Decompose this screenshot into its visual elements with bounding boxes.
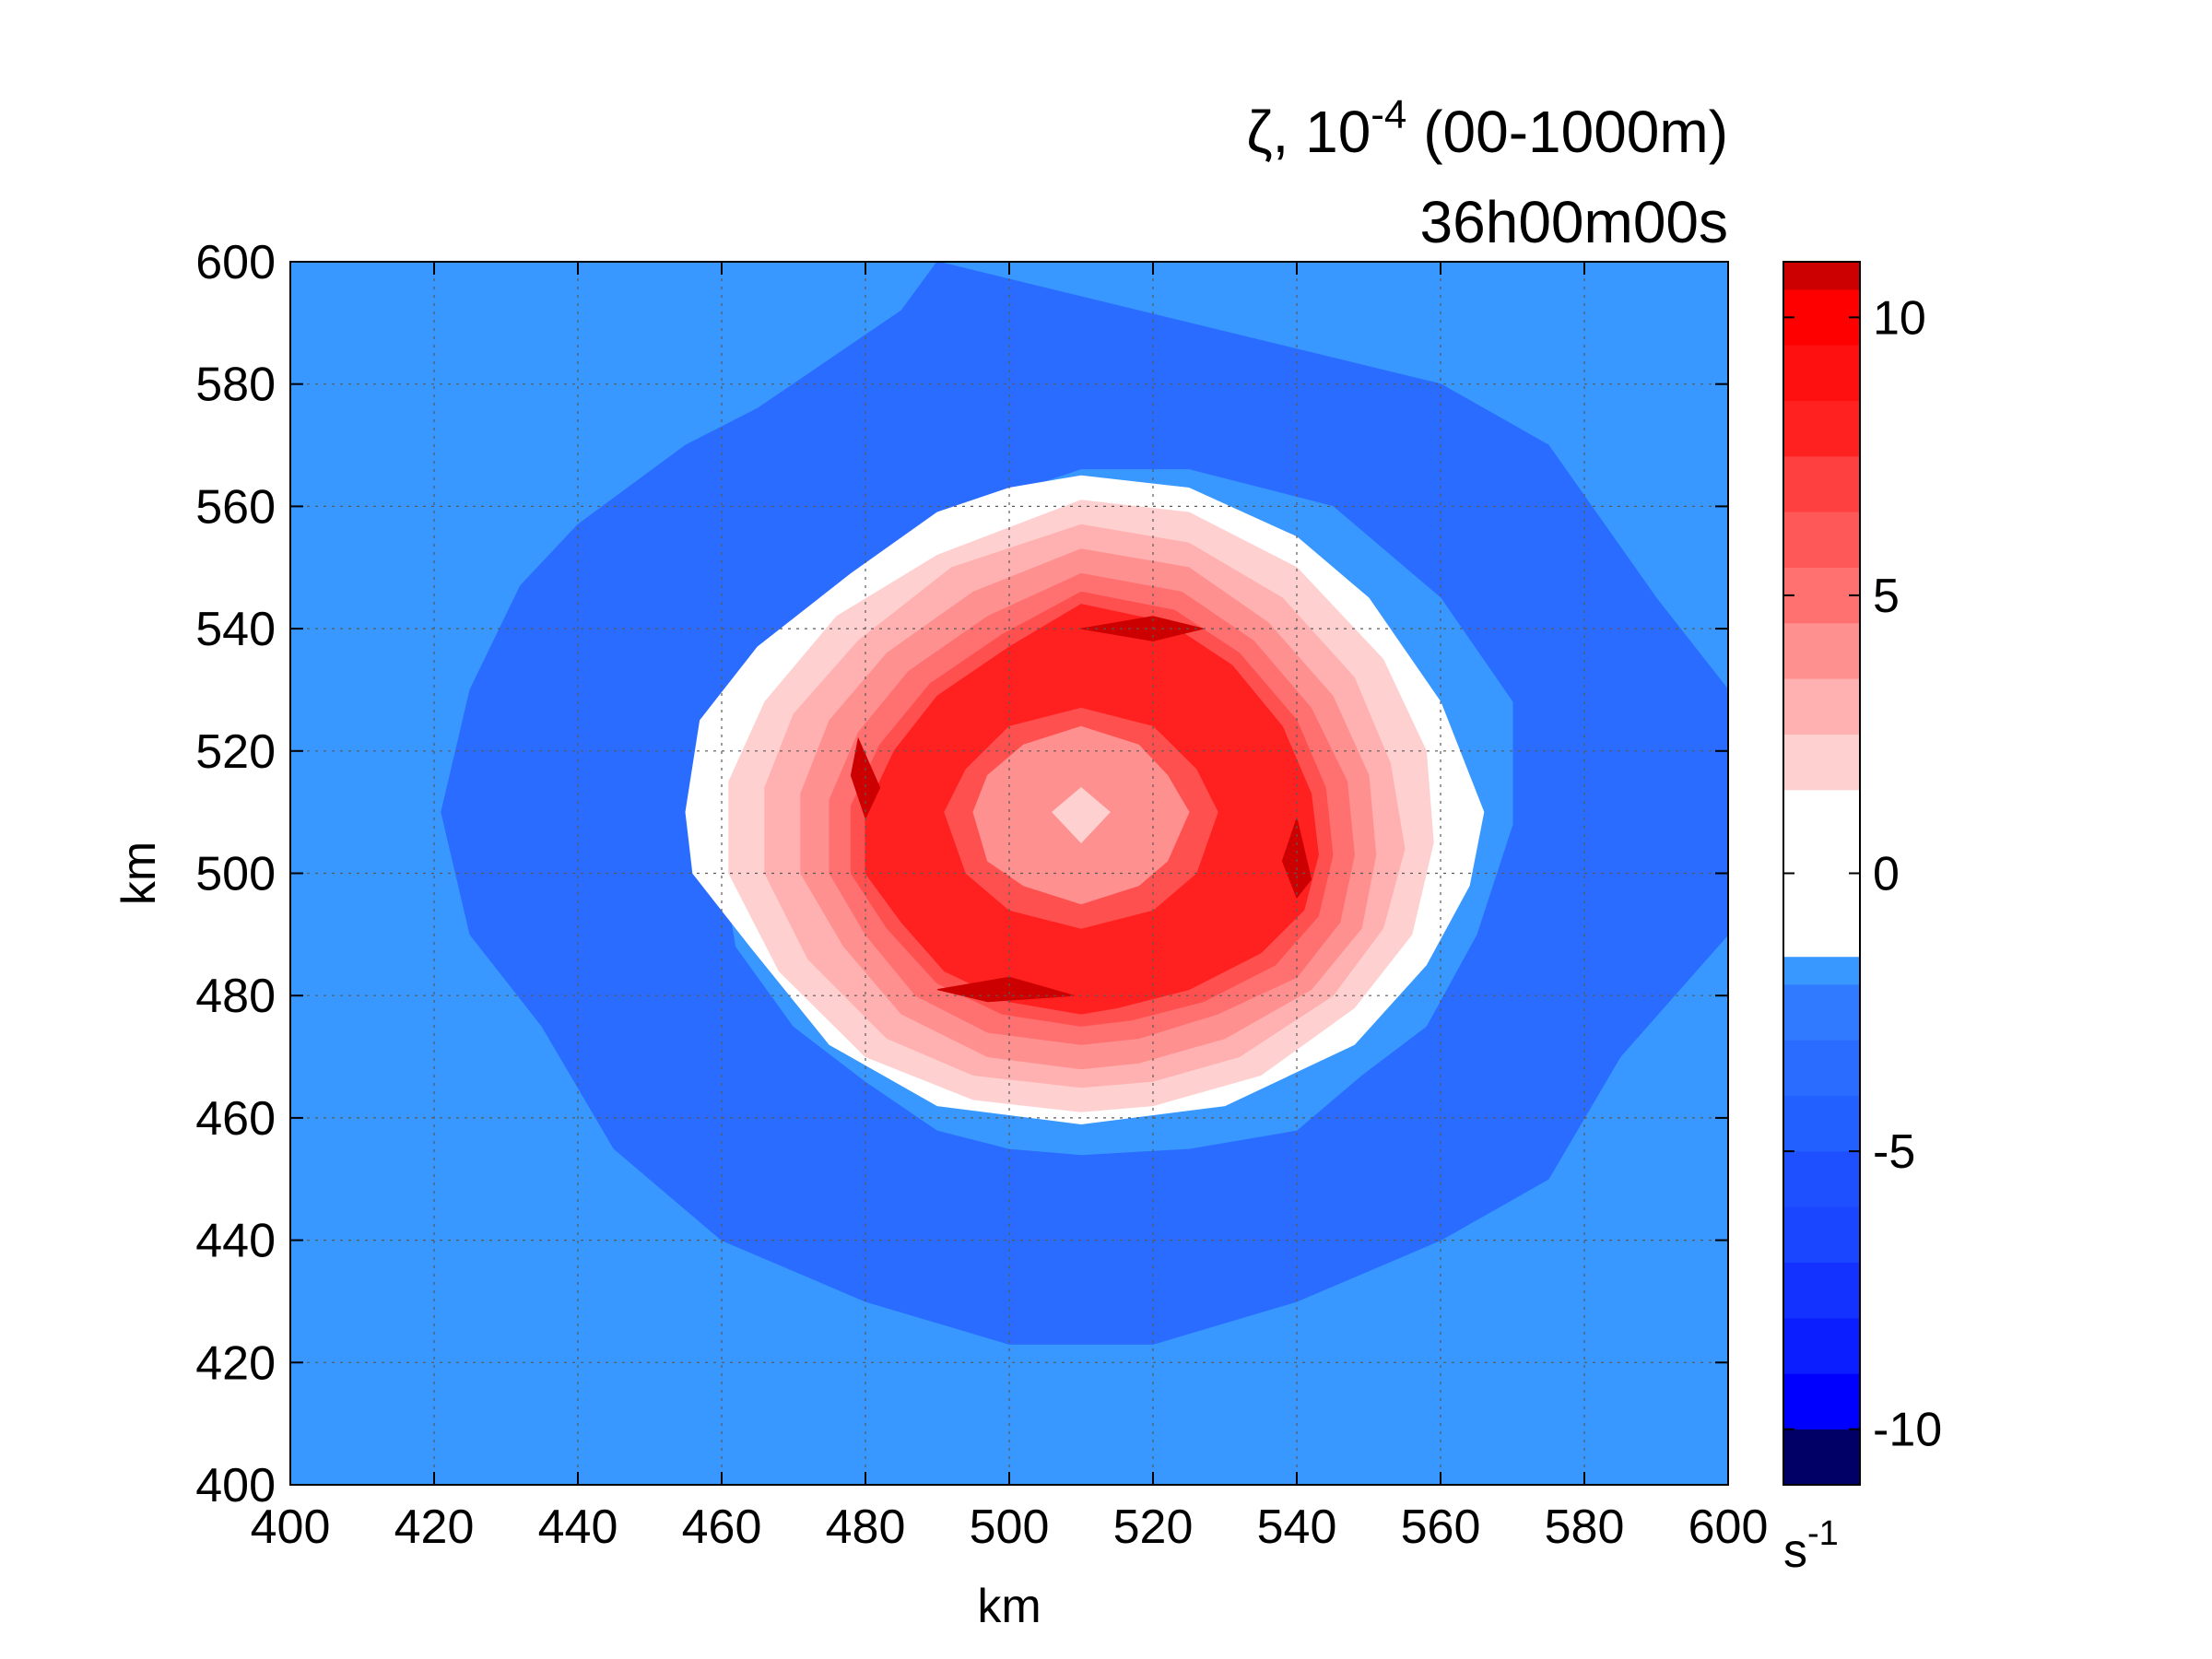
colorbar-bin <box>1783 512 1861 569</box>
colorbar-bin <box>1783 1040 1861 1097</box>
plot-area: 400 420 440 460 480 500 520 540 560 580 600 400 420… <box>195 236 1768 1554</box>
y-tick-labels: 400 420 440 460 480 500 520 540 560 580 600 <box>195 236 276 1512</box>
y-tick-label: 540 <box>195 603 276 656</box>
contour-region <box>1052 786 1111 844</box>
colorbar-bin <box>1783 678 1861 735</box>
colorbar-bin <box>1783 734 1861 791</box>
x-axis-label: km <box>977 1580 1041 1633</box>
contour-region <box>1281 816 1312 899</box>
x-tick-label: 440 <box>538 1500 618 1554</box>
title-exponent: -4 <box>1371 92 1406 137</box>
colorbar-bin <box>1783 1317 1861 1374</box>
colorbar-tick-label: -5 <box>1873 1125 1915 1179</box>
colorbar-bin <box>1783 261 1861 290</box>
y-axis-label: km <box>112 841 166 905</box>
colorbar: 10 5 0 -5 -10 s-1 <box>1783 261 1942 1578</box>
title-suffix: (00-1000m) <box>1406 99 1728 165</box>
x-tick-label: 500 <box>970 1500 1050 1554</box>
colorbar-tick-label: 5 <box>1873 570 1900 623</box>
y-tick-label: 600 <box>195 236 276 289</box>
colorbar-bin <box>1783 345 1861 402</box>
y-tick-label: 400 <box>195 1459 276 1512</box>
colorbar-bin <box>1783 1095 1861 1152</box>
contour-fill-layer <box>289 261 1729 1486</box>
colorbar-bin <box>1783 567 1861 624</box>
colorbar-unit-base: s <box>1783 1524 1807 1578</box>
colorbar-unit: s-1 <box>1783 1514 1839 1578</box>
x-tick-label: 400 <box>251 1500 331 1554</box>
colorbar-tick-label: 10 <box>1873 291 1926 345</box>
colorbar-tick-label: 0 <box>1873 848 1900 901</box>
x-tick-label: 480 <box>826 1500 906 1554</box>
x-tick-label: 560 <box>1401 1500 1481 1554</box>
colorbar-bin <box>1783 956 1861 985</box>
colorbar-bin <box>1783 789 1861 958</box>
colorbar-bin <box>1783 1150 1861 1207</box>
colorbar-bin <box>1783 1262 1861 1319</box>
x-tick-label: 460 <box>682 1500 762 1554</box>
chart-title-line1: ζ, 10-4 (00-1000m) <box>1246 92 1728 165</box>
colorbar-unit-exponent: -1 <box>1807 1514 1839 1553</box>
x-tick-label: 420 <box>394 1500 475 1554</box>
x-tick-labels: 400 420 440 460 480 500 520 540 560 580 600 <box>251 1500 1769 1554</box>
colorbar-bin <box>1783 1373 1861 1430</box>
colorbar-bin <box>1783 1206 1861 1263</box>
y-tick-label: 520 <box>195 725 276 779</box>
colorbar-bin <box>1783 455 1861 512</box>
y-tick-label: 500 <box>195 848 276 901</box>
colorbar-bin <box>1783 622 1861 679</box>
title-symbol: ζ, 10 <box>1246 99 1371 165</box>
y-tick-label: 580 <box>195 359 276 412</box>
colorbar-bin <box>1783 288 1861 346</box>
y-tick-label: 560 <box>195 480 276 534</box>
chart-title-line2: 36h00m00s <box>1420 189 1728 255</box>
x-tick-label: 580 <box>1545 1500 1625 1554</box>
x-tick-label: 600 <box>1688 1500 1769 1554</box>
y-tick-label: 420 <box>195 1336 276 1390</box>
x-tick-label: 520 <box>1113 1500 1194 1554</box>
x-tick-label: 540 <box>1257 1500 1337 1554</box>
colorbar-bins <box>1783 261 1861 1486</box>
colorbar-bin <box>1783 400 1861 457</box>
y-tick-label: 460 <box>195 1092 276 1146</box>
colorbar-bin <box>1783 1429 1861 1486</box>
y-tick-label: 480 <box>195 970 276 1023</box>
colorbar-tick-label: -10 <box>1873 1404 1942 1457</box>
colorbar-bin <box>1783 983 1861 1041</box>
colorbar-tick-labels: 10 5 0 -5 -10 <box>1783 291 1942 1457</box>
y-tick-label: 440 <box>195 1215 276 1268</box>
tick-marks <box>289 261 1729 1486</box>
